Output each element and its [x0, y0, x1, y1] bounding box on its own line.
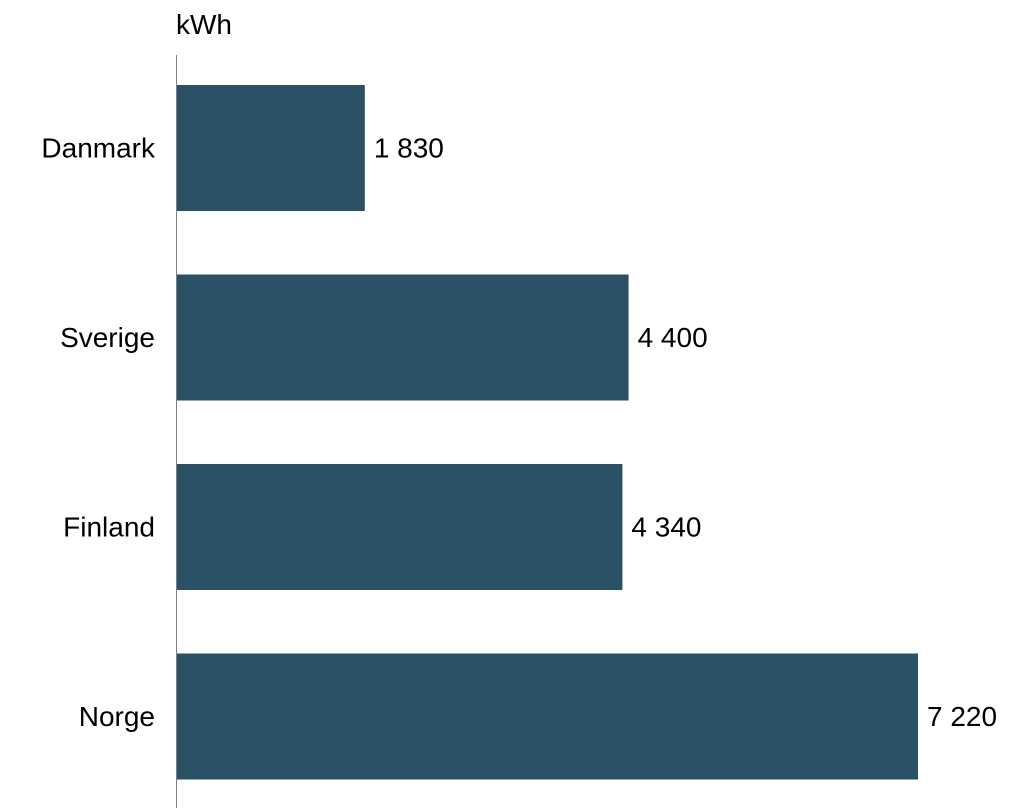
category-label-sverige: Sverige — [60, 322, 155, 353]
category-label-finland: Finland — [63, 512, 155, 543]
category-label-norge: Norge — [79, 701, 155, 732]
bar-danmark — [177, 85, 365, 211]
value-label-finland: 4 340 — [631, 512, 701, 543]
value-label-norge: 7 220 — [927, 701, 997, 732]
value-label-danmark: 1 830 — [374, 133, 444, 164]
value-label-sverige: 4 400 — [638, 322, 708, 353]
bar-norge — [177, 653, 918, 780]
unit-label: kWh — [176, 9, 232, 40]
bar-sverige — [177, 274, 629, 401]
category-label-danmark: Danmark — [41, 133, 156, 164]
bar-finland — [177, 464, 623, 590]
